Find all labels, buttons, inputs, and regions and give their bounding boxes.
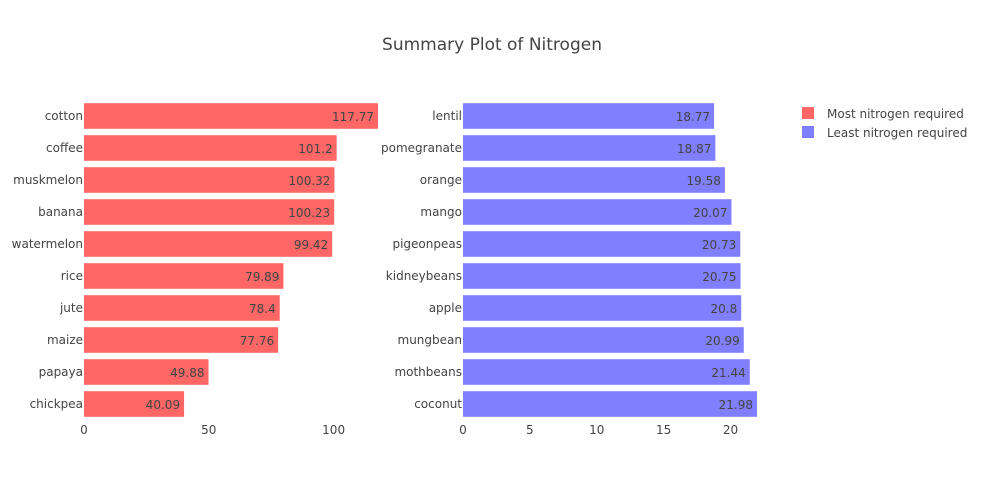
category-label: papaya bbox=[39, 365, 83, 379]
category-label: apple bbox=[429, 301, 462, 315]
x-tick-label: 15 bbox=[656, 423, 671, 437]
x-tick-label: 20 bbox=[723, 423, 738, 437]
bar[interactable] bbox=[84, 295, 280, 321]
x-tick-label: 10 bbox=[589, 423, 604, 437]
category-label: orange bbox=[420, 173, 462, 187]
value-label: 19.58 bbox=[687, 174, 721, 188]
value-label: 101.2 bbox=[298, 142, 332, 156]
value-label: 77.76 bbox=[240, 334, 274, 348]
bar[interactable] bbox=[463, 359, 750, 385]
bar[interactable] bbox=[463, 167, 725, 193]
legend-item[interactable]: Most nitrogen required bbox=[802, 107, 964, 121]
value-label: 18.77 bbox=[676, 110, 710, 124]
category-label: mothbeans bbox=[394, 365, 462, 379]
bar[interactable] bbox=[463, 391, 757, 417]
category-label: mungbean bbox=[398, 333, 462, 347]
value-label: 18.87 bbox=[677, 142, 711, 156]
value-label: 79.89 bbox=[245, 270, 279, 284]
value-label: 100.32 bbox=[288, 174, 330, 188]
value-label: 117.77 bbox=[332, 110, 374, 124]
bar[interactable] bbox=[463, 295, 742, 321]
chart-panels: cotton 117.77 coffee 101.2 muskmelon 100.32 ba… bbox=[12, 103, 757, 437]
category-label: chickpea bbox=[30, 397, 83, 411]
category-label: pigeonpeas bbox=[392, 237, 462, 251]
value-label: 40.09 bbox=[146, 398, 180, 412]
bar[interactable] bbox=[84, 327, 279, 353]
bar[interactable] bbox=[84, 167, 335, 193]
x-tick-label: 0 bbox=[80, 423, 88, 437]
value-label: 21.98 bbox=[719, 398, 753, 412]
bar[interactable] bbox=[84, 199, 335, 225]
bar[interactable] bbox=[84, 359, 209, 385]
panel-1: cotton 117.77 coffee 101.2 muskmelon 100.32 ba… bbox=[12, 103, 378, 437]
category-label: cotton bbox=[45, 109, 83, 123]
value-label: 100.23 bbox=[288, 206, 330, 220]
legend[interactable]: Most nitrogen required Least nitrogen req… bbox=[802, 107, 967, 140]
x-tick-label: 5 bbox=[526, 423, 534, 437]
bar[interactable] bbox=[84, 135, 337, 161]
bar[interactable] bbox=[84, 231, 333, 257]
value-label: 21.44 bbox=[711, 366, 745, 380]
category-label: maize bbox=[47, 333, 83, 347]
bar[interactable] bbox=[463, 135, 716, 161]
legend-swatch bbox=[802, 126, 814, 138]
category-label: mango bbox=[420, 205, 462, 219]
x-tick-label: 50 bbox=[201, 423, 216, 437]
bar[interactable] bbox=[463, 263, 741, 289]
bar[interactable] bbox=[84, 263, 284, 289]
bar[interactable] bbox=[463, 231, 741, 257]
legend-swatch bbox=[802, 107, 814, 119]
bar[interactable] bbox=[463, 327, 744, 353]
value-label: 20.99 bbox=[705, 334, 739, 348]
bar[interactable] bbox=[463, 199, 732, 225]
panel-2: lentil 18.77 pomegranate 18.87 orange 19.58 ma… bbox=[381, 103, 757, 437]
category-label: kidneybeans bbox=[386, 269, 462, 283]
x-tick-label: 100 bbox=[322, 423, 345, 437]
value-label: 78.4 bbox=[249, 302, 276, 316]
bar[interactable] bbox=[84, 391, 185, 417]
bar[interactable] bbox=[84, 103, 378, 129]
chart-title: Summary Plot of Nitrogen bbox=[382, 35, 602, 55]
value-label: 20.75 bbox=[702, 270, 736, 284]
value-label: 20.07 bbox=[693, 206, 727, 220]
category-label: pomegranate bbox=[381, 141, 462, 155]
legend-label: Least nitrogen required bbox=[827, 126, 967, 140]
value-label: 20.8 bbox=[710, 302, 737, 316]
category-label: banana bbox=[38, 205, 83, 219]
bar[interactable] bbox=[463, 103, 715, 129]
category-label: coconut bbox=[414, 397, 462, 411]
value-label: 49.88 bbox=[170, 366, 204, 380]
category-label: muskmelon bbox=[13, 173, 83, 187]
category-label: coffee bbox=[46, 141, 83, 155]
legend-item[interactable]: Least nitrogen required bbox=[802, 126, 967, 140]
value-label: 99.42 bbox=[294, 238, 328, 252]
legend-label: Most nitrogen required bbox=[827, 107, 964, 121]
category-label: lentil bbox=[432, 109, 462, 123]
category-label: watermelon bbox=[12, 237, 83, 251]
x-tick-label: 0 bbox=[459, 423, 467, 437]
category-label: rice bbox=[61, 269, 83, 283]
category-label: jute bbox=[59, 301, 83, 315]
value-label: 20.73 bbox=[702, 238, 736, 252]
